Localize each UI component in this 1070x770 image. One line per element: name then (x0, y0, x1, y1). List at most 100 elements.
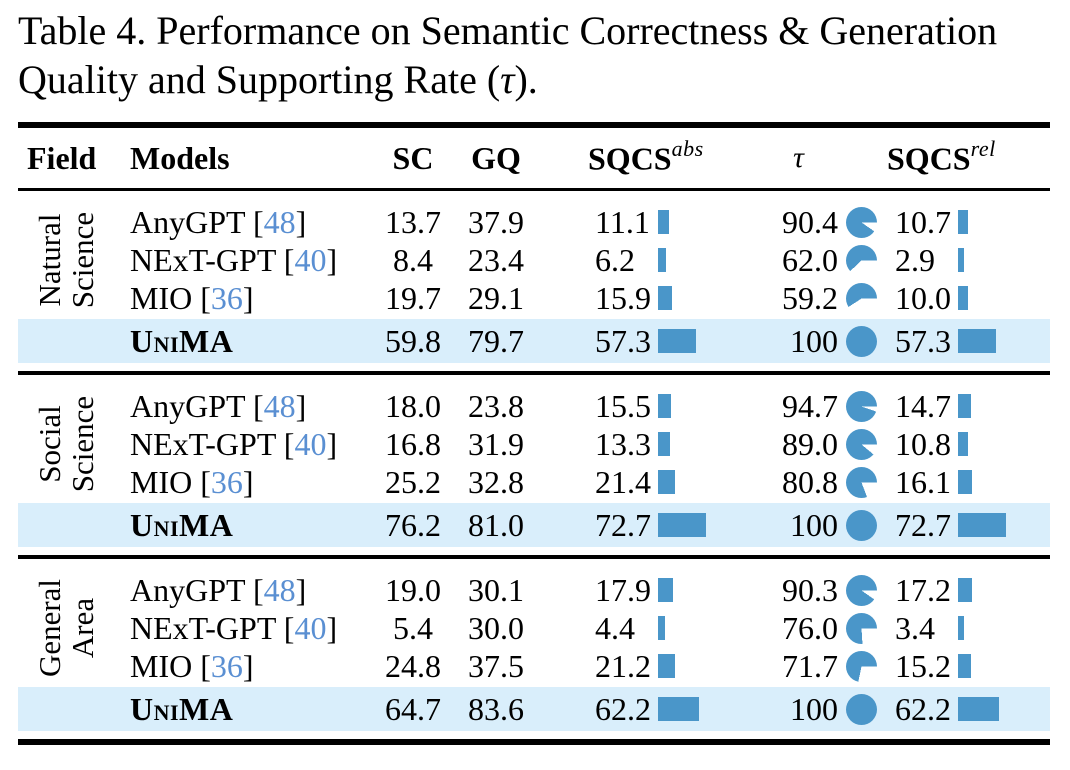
table-row: UniMA 59.8 79.7 57.3 100 57.3 (18, 319, 1050, 363)
sqcs-rel-cell: 17.2 (877, 572, 1050, 609)
sqcs-rel-bar-chart (958, 286, 968, 310)
citation-ref[interactable]: 40 (294, 609, 327, 646)
gq-value: 30.1 (468, 571, 524, 608)
sqcs-abs-value: 4.4 (595, 609, 635, 646)
citation-bracket-close: ] (326, 609, 338, 646)
sqcs-abs-cell: 15.5 (546, 388, 720, 425)
tau-pie-chart (846, 574, 877, 606)
citation-ref[interactable]: 36 (210, 463, 243, 500)
table-row: MIO [36] 25.2 32.8 21.4 80.8 16.1 (18, 463, 1050, 501)
sc-value: 5.4 (393, 609, 433, 646)
tau-pie-chart (846, 650, 877, 682)
caption-line2: Quality and Supporting Rate ( (18, 57, 501, 102)
sqcs-abs-bar-chart (658, 248, 666, 272)
citation-ref[interactable]: 48 (263, 203, 296, 240)
sqcs-rel-bar-chart (958, 394, 971, 418)
table-row: AnyGPT [48] 13.7 37.9 11.1 90.4 10.7 (18, 203, 1050, 241)
model-cell: UniMA (130, 691, 380, 728)
citation-bracket-close: ] (326, 425, 338, 462)
sqcs-rel-value: 14.7 (895, 387, 951, 424)
sqcs-rel-cell: 2.9 (877, 242, 1050, 279)
model-cell: NExT-GPT [40] (130, 426, 380, 463)
gq-value: 32.8 (468, 463, 524, 500)
col-header-gq: GQ (471, 139, 521, 176)
citation-bracket-close: ] (242, 647, 254, 684)
tau-value: 59.2 (782, 279, 838, 316)
sqcs-abs-bar-chart (658, 616, 665, 640)
citation-bracket-close: ] (295, 571, 307, 608)
citation-ref[interactable]: 48 (263, 387, 296, 424)
model-cell: NExT-GPT [40] (130, 242, 380, 279)
model-name: MIO (130, 647, 193, 684)
sqcs-abs-value: 15.5 (595, 387, 651, 424)
sqcs-rel-value: 15.2 (895, 647, 951, 684)
caption-line1: Table 4. Performance on Semantic Correct… (18, 8, 998, 53)
tau-value: 89.0 (782, 425, 838, 462)
tau-value: 100 (790, 690, 838, 727)
citation-ref[interactable]: 48 (263, 571, 296, 608)
sqcs-abs-cell: 62.2 (546, 691, 720, 728)
table-row: MIO [36] 24.8 37.5 21.2 71.7 15.2 (18, 647, 1050, 685)
gq-value: 23.8 (468, 387, 524, 424)
model-name: AnyGPT (130, 571, 245, 608)
sqcs-rel-value: 57.3 (895, 322, 951, 359)
citation-bracket-open: [ (244, 571, 264, 608)
table-rule-separator-2 (18, 555, 1050, 559)
citation-ref[interactable]: 36 (210, 279, 243, 316)
model-name: UniMA (130, 506, 234, 543)
citation-bracket-close: ] (295, 203, 307, 240)
citation-ref[interactable]: 40 (294, 241, 327, 278)
sc-value: 16.8 (385, 425, 441, 462)
sqcs-rel-cell: 57.3 (877, 323, 1050, 360)
tau-pie-chart (846, 244, 877, 276)
sqcs-abs-cell: 72.7 (546, 507, 720, 544)
model-name: MIO (130, 279, 193, 316)
col-header-field: Field (27, 139, 97, 176)
citation-bracket-open: [ (275, 425, 295, 462)
tau-pie-chart (846, 509, 877, 541)
table-header-row: Field Models SC GQ SQCSabs τ SQCSrel (18, 128, 1050, 188)
sqcs-abs-cell: 6.2 (546, 242, 720, 279)
sqcs-rel-value: 16.1 (895, 463, 951, 500)
sqcs-rel-bar-chart (958, 513, 1006, 537)
gq-value: 31.9 (468, 425, 524, 462)
sqcs-rel-superscript: rel (970, 136, 996, 162)
sc-value: 64.7 (385, 690, 441, 727)
sqcs-abs-value: 72.7 (595, 506, 651, 543)
sqcs-abs-bar-chart (658, 578, 673, 602)
sqcs-abs-value: 15.9 (595, 279, 651, 316)
sc-value: 19.0 (385, 571, 441, 608)
sqcs-rel-cell: 62.2 (877, 691, 1050, 728)
sc-value: 25.2 (385, 463, 441, 500)
citation-ref[interactable]: 40 (294, 425, 327, 462)
col-header-models: Models (130, 139, 230, 176)
gq-value: 29.1 (468, 279, 524, 316)
sqcs-rel-value: 3.4 (895, 609, 935, 646)
citation-bracket-open: [ (192, 463, 211, 500)
model-name: AnyGPT (130, 387, 245, 424)
tau-value: 90.3 (782, 571, 838, 608)
gq-value: 79.7 (468, 322, 524, 359)
sqcs-rel-bar-chart (958, 470, 972, 494)
citation-bracket-open: [ (275, 609, 295, 646)
model-name: NExT-GPT (130, 609, 276, 646)
sqcs-abs-cell: 21.2 (546, 648, 720, 685)
sqcs-rel-cell: 15.2 (877, 648, 1050, 685)
sqcs-rel-value: 72.7 (895, 506, 951, 543)
sc-value: 18.0 (385, 387, 441, 424)
citation-bracket-close: ] (242, 463, 254, 500)
sqcs-abs-cell: 13.3 (546, 426, 720, 463)
tau-pie-chart (846, 693, 877, 725)
citation-ref[interactable]: 36 (210, 647, 243, 684)
model-cell: MIO [36] (130, 648, 380, 685)
gq-value: 81.0 (468, 506, 524, 543)
model-cell: AnyGPT [48] (130, 388, 380, 425)
model-cell: MIO [36] (130, 464, 380, 501)
sqcs-abs-value: 11.1 (595, 203, 650, 240)
sqcs-rel-value: 10.8 (895, 425, 951, 462)
table-row: UniMA 76.2 81.0 72.7 100 72.7 (18, 503, 1050, 547)
table-rule-separator-1 (18, 371, 1050, 375)
sqcs-rel-bar-chart (958, 578, 972, 602)
model-name: NExT-GPT (130, 241, 276, 278)
